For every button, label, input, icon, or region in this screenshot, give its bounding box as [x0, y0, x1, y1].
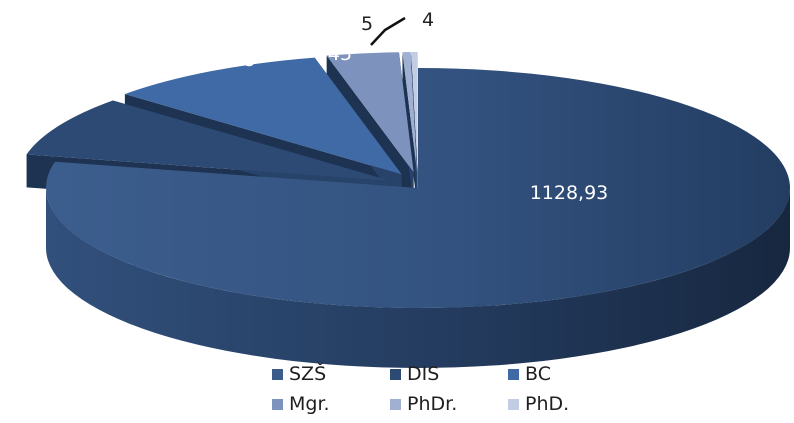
legend: SZŠ DIS BC Mgr. PhDr. PhD. — [272, 363, 632, 415]
data-label: 138 — [219, 49, 255, 71]
pie-slice-phd — [411, 52, 418, 173]
legend-item-mgr: Mgr. — [272, 393, 390, 415]
legend-label: PhD. — [525, 393, 570, 415]
data-label: 1128,93 — [530, 182, 609, 204]
legend-label: BC — [525, 363, 551, 385]
pie-slice-sz — [45, 68, 790, 308]
legend-label: Mgr. — [289, 393, 330, 415]
legend-item-dis: DIS — [390, 363, 508, 385]
pie-slice-dis — [26, 100, 390, 181]
pie-slice-phdr — [402, 52, 418, 173]
legend-swatch — [508, 398, 519, 410]
legend-swatch — [272, 368, 283, 380]
legend-item-phdr: PhDr. — [390, 393, 508, 415]
leader-line — [370, 16, 406, 46]
legend-swatch — [390, 368, 401, 380]
pie-slice-mgr — [326, 52, 414, 173]
pie-slice-wall — [402, 52, 418, 206]
legend-label: SZŠ — [289, 363, 327, 385]
legend-swatch — [272, 398, 283, 410]
legend-item-szs: SZŠ — [272, 363, 390, 385]
legend-item-phd: PhD. — [508, 393, 626, 415]
legend-label: PhDr. — [407, 393, 458, 415]
legend-swatch — [508, 368, 519, 380]
data-label: 5 — [361, 13, 373, 35]
data-label: 45 — [328, 43, 352, 65]
legend-label: DIS — [407, 363, 440, 385]
data-label: 117 — [77, 65, 113, 87]
pie-slice-bc — [124, 57, 402, 175]
legend-swatch — [390, 398, 401, 410]
legend-item-bc: BC — [508, 363, 626, 385]
pie-slice-side — [46, 188, 790, 368]
data-label: 4 — [422, 9, 434, 31]
